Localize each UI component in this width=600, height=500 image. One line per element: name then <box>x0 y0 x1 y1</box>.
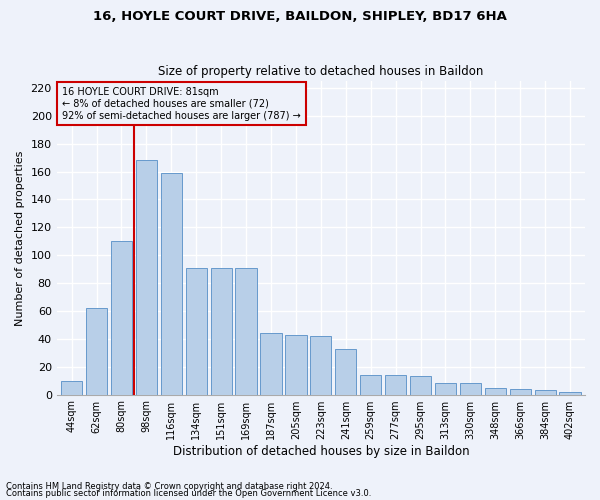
Bar <box>385 375 406 394</box>
Bar <box>136 160 157 394</box>
Text: Contains HM Land Registry data © Crown copyright and database right 2024.: Contains HM Land Registry data © Crown c… <box>6 482 332 491</box>
Bar <box>335 348 356 395</box>
Bar <box>360 375 381 394</box>
Title: Size of property relative to detached houses in Baildon: Size of property relative to detached ho… <box>158 66 484 78</box>
Bar <box>435 384 456 394</box>
Bar <box>559 392 581 394</box>
Text: 16, HOYLE COURT DRIVE, BAILDON, SHIPLEY, BD17 6HA: 16, HOYLE COURT DRIVE, BAILDON, SHIPLEY,… <box>93 10 507 23</box>
Text: Contains public sector information licensed under the Open Government Licence v3: Contains public sector information licen… <box>6 489 371 498</box>
Bar <box>509 389 531 394</box>
Bar <box>185 268 207 394</box>
Text: 16 HOYLE COURT DRIVE: 81sqm
← 8% of detached houses are smaller (72)
92% of semi: 16 HOYLE COURT DRIVE: 81sqm ← 8% of deta… <box>62 88 301 120</box>
Bar <box>410 376 431 394</box>
Bar <box>235 268 257 394</box>
Bar <box>535 390 556 394</box>
Bar <box>86 308 107 394</box>
Y-axis label: Number of detached properties: Number of detached properties <box>15 150 25 326</box>
X-axis label: Distribution of detached houses by size in Baildon: Distribution of detached houses by size … <box>173 444 469 458</box>
Bar <box>485 388 506 394</box>
Bar <box>61 380 82 394</box>
Bar <box>310 336 331 394</box>
Bar <box>460 384 481 394</box>
Bar <box>161 173 182 394</box>
Bar <box>286 334 307 394</box>
Bar <box>211 268 232 394</box>
Bar <box>260 334 281 394</box>
Bar <box>111 242 132 394</box>
